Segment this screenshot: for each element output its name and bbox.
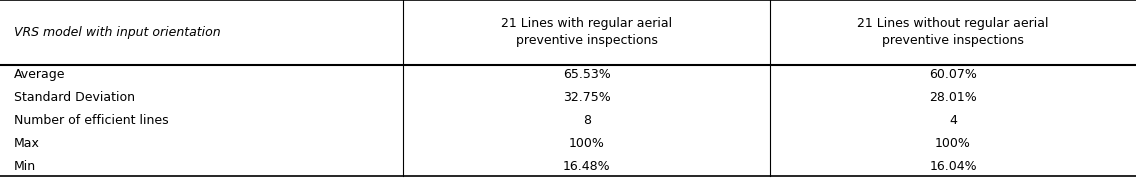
Text: 8: 8: [583, 114, 591, 127]
Text: 16.48%: 16.48%: [563, 160, 610, 173]
Text: 21 Lines without regular aerial
preventive inspections: 21 Lines without regular aerial preventi…: [858, 17, 1049, 47]
Text: VRS model with input orientation: VRS model with input orientation: [14, 26, 220, 39]
Text: Average: Average: [14, 68, 65, 81]
Text: 60.07%: 60.07%: [929, 68, 977, 81]
Text: 4: 4: [950, 114, 957, 127]
Text: Max: Max: [14, 137, 40, 150]
Text: 100%: 100%: [569, 137, 604, 150]
Text: Min: Min: [14, 160, 35, 173]
Text: 21 Lines with regular aerial
preventive inspections: 21 Lines with regular aerial preventive …: [501, 17, 673, 47]
Text: 65.53%: 65.53%: [562, 68, 611, 81]
Text: 32.75%: 32.75%: [562, 91, 611, 104]
Text: 28.01%: 28.01%: [929, 91, 977, 104]
Text: Standard Deviation: Standard Deviation: [14, 91, 135, 104]
Text: 100%: 100%: [935, 137, 971, 150]
Text: 16.04%: 16.04%: [929, 160, 977, 173]
Text: Number of efficient lines: Number of efficient lines: [14, 114, 168, 127]
